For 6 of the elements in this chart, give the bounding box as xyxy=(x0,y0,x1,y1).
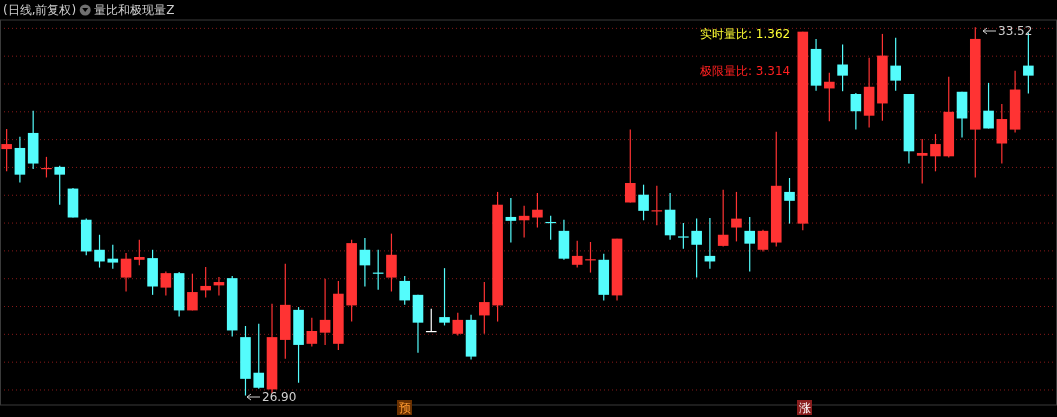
annotation: 26.90 xyxy=(262,390,297,404)
annotation: 33.52 xyxy=(998,24,1033,38)
annotation: 极限量比: 3.314 xyxy=(699,64,791,78)
chart-subtitle: 量比和极现量Z xyxy=(94,3,175,17)
annotation: 实时量比: 1.362 xyxy=(700,27,791,41)
chart-title: (日线,前复权) xyxy=(3,3,77,17)
